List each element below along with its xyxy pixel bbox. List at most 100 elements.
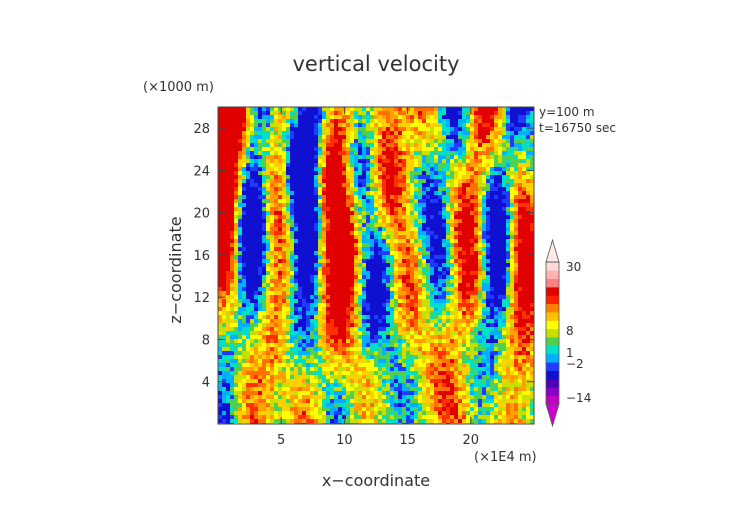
heatmap-cell (270, 283, 274, 287)
heatmap-cell (450, 335, 454, 339)
heatmap-cell (234, 335, 238, 339)
heatmap-cell (530, 215, 534, 219)
heatmap-cell (354, 235, 358, 239)
heatmap-cell (470, 139, 474, 143)
heatmap-cell (282, 223, 286, 227)
heatmap-cell (402, 231, 406, 235)
heatmap-cell (406, 323, 410, 327)
heatmap-cell (486, 207, 490, 211)
heatmap-cell (314, 327, 318, 331)
heatmap-cell (522, 123, 526, 127)
heatmap-cell (470, 187, 474, 191)
heatmap-cell (250, 327, 254, 331)
heatmap-cell (246, 187, 250, 191)
heatmap-cell (370, 199, 374, 203)
heatmap-cell (266, 259, 270, 263)
heatmap-cell (258, 235, 262, 239)
heatmap-cell (530, 195, 534, 199)
heatmap-cell (346, 343, 350, 347)
heatmap-cell (266, 315, 270, 319)
heatmap-cell (266, 179, 270, 183)
heatmap-cell (290, 203, 294, 207)
heatmap-cell (494, 179, 498, 183)
heatmap-cell (490, 251, 494, 255)
heatmap-cell (390, 355, 394, 359)
heatmap-cell (398, 139, 402, 143)
heatmap-cell (498, 215, 502, 219)
heatmap-cell (374, 339, 378, 343)
heatmap-cell (366, 131, 370, 135)
heatmap-cell (290, 331, 294, 335)
heatmap-cell (374, 343, 378, 347)
heatmap-cell (298, 115, 302, 119)
heatmap-cell (290, 131, 294, 135)
heatmap-cell (482, 243, 486, 247)
heatmap-cell (282, 175, 286, 179)
heatmap-cell (282, 343, 286, 347)
heatmap-cell (374, 207, 378, 211)
heatmap-cell (506, 107, 510, 111)
heatmap-cell (342, 171, 346, 175)
heatmap-cell (390, 351, 394, 355)
heatmap-cell (438, 299, 442, 303)
heatmap-cell (222, 307, 226, 311)
heatmap-cell (426, 263, 430, 267)
heatmap-cell (426, 119, 430, 123)
heatmap-cell (370, 147, 374, 151)
heatmap-cell (318, 339, 322, 343)
heatmap-cell (390, 187, 394, 191)
heatmap-cell (278, 171, 282, 175)
heatmap-cell (506, 139, 510, 143)
heatmap-cell (238, 271, 242, 275)
heatmap-cell (242, 151, 246, 155)
heatmap-cell (226, 147, 230, 151)
heatmap-cell (458, 119, 462, 123)
heatmap-cell (518, 239, 522, 243)
heatmap-cell (458, 135, 462, 139)
heatmap-cell (378, 199, 382, 203)
heatmap-cell (402, 267, 406, 271)
heatmap-cell (478, 135, 482, 139)
heatmap-cell (514, 339, 518, 343)
heatmap-cell (254, 283, 258, 287)
heatmap-cell (270, 255, 274, 259)
heatmap-cell (370, 295, 374, 299)
heatmap-cell (350, 179, 354, 183)
heatmap-cell (274, 255, 278, 259)
heatmap-cell (294, 327, 298, 331)
heatmap-cell (366, 307, 370, 311)
heatmap-cell (526, 111, 530, 115)
heatmap-cell (322, 287, 326, 291)
heatmap-cell (222, 159, 226, 163)
heatmap-cell (402, 127, 406, 131)
heatmap-cell (482, 147, 486, 151)
heatmap-cell (422, 175, 426, 179)
heatmap-cell (398, 295, 402, 299)
heatmap-cell (398, 335, 402, 339)
heatmap-cell (306, 355, 310, 359)
heatmap-cell (414, 263, 418, 267)
heatmap-cell (394, 275, 398, 279)
heatmap-cell (510, 155, 514, 159)
heatmap-cell (334, 247, 338, 251)
heatmap-cell (350, 239, 354, 243)
heatmap-cell (322, 343, 326, 347)
heatmap-cell (458, 115, 462, 119)
heatmap-cell (458, 223, 462, 227)
heatmap-cell (414, 159, 418, 163)
heatmap-cell (318, 159, 322, 163)
heatmap-cell (478, 323, 482, 327)
heatmap-cell (362, 207, 366, 211)
heatmap-cell (458, 159, 462, 163)
heatmap-cell (242, 115, 246, 119)
heatmap-cell (342, 275, 346, 279)
heatmap-cell (406, 179, 410, 183)
heatmap-cell (298, 191, 302, 195)
heatmap-cell (338, 243, 342, 247)
heatmap-cell (422, 163, 426, 167)
heatmap-cell (514, 171, 518, 175)
heatmap-cell (226, 139, 230, 143)
heatmap-cell (290, 179, 294, 183)
heatmap-cell (290, 115, 294, 119)
heatmap-cell (422, 223, 426, 227)
